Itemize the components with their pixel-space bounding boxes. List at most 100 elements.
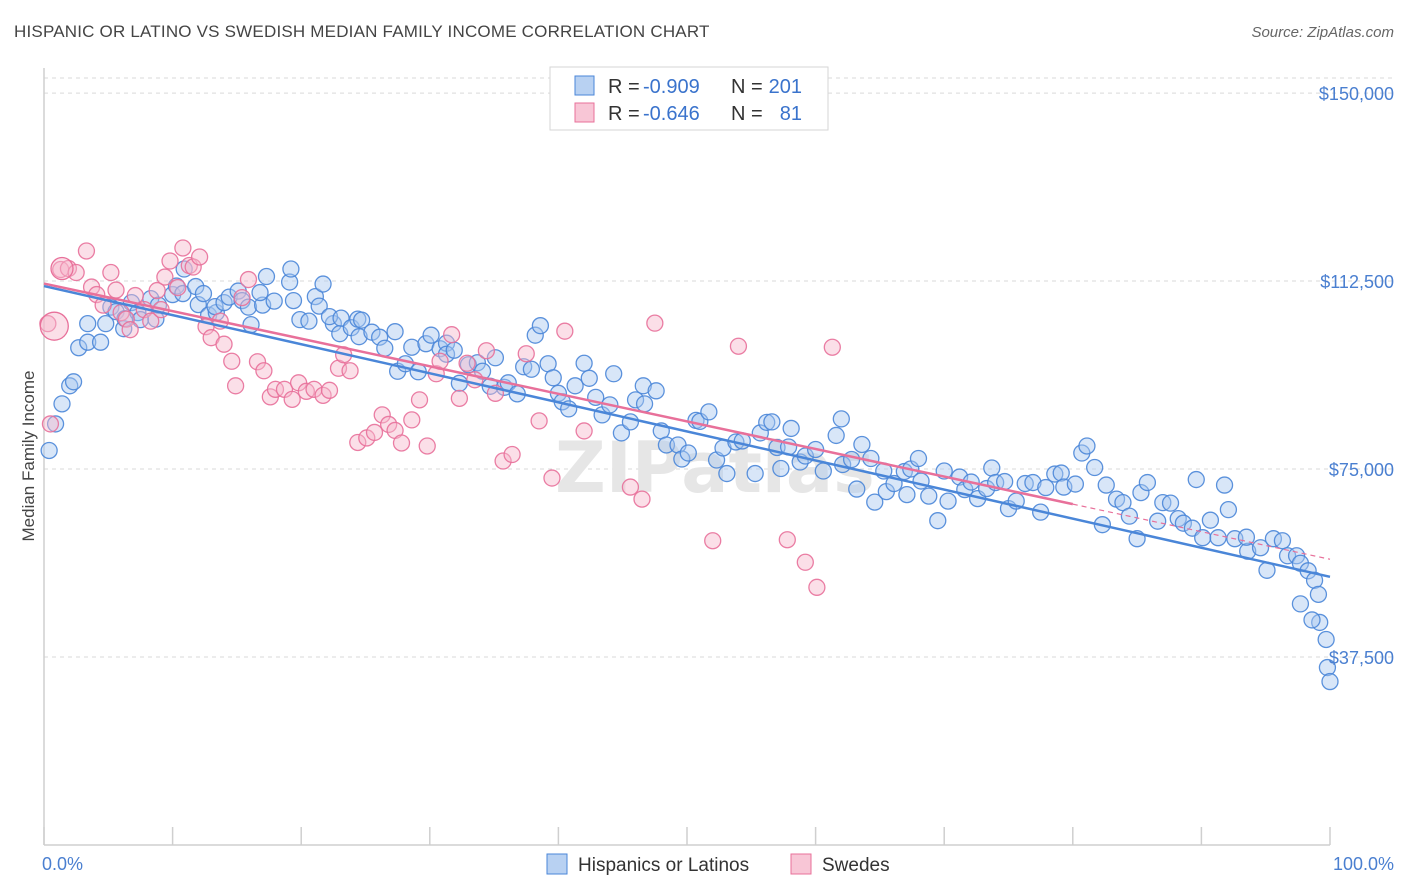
y-tick-label: $150,000 [1319, 84, 1394, 104]
data-point [310, 297, 328, 315]
data-point [522, 360, 541, 378]
data-point [808, 578, 826, 596]
data-point [486, 349, 505, 367]
legend-n-label-2: N = [731, 103, 763, 125]
data-point [782, 419, 800, 438]
data-point [410, 391, 429, 409]
data-point [626, 391, 645, 409]
legend-n-value-1: 201 [769, 76, 802, 98]
data-point [376, 339, 394, 357]
data-point [248, 353, 267, 371]
data-point [1278, 547, 1297, 565]
trend-line-swedes-extrapolated [1072, 503, 1331, 560]
data-point [386, 323, 404, 341]
data-point [314, 275, 332, 293]
data-point [392, 434, 411, 452]
bottom-legend: Hispanics or Latinos Swedes [546, 853, 890, 876]
data-point [220, 288, 238, 306]
legend-r-value-1: -0.909 [643, 76, 700, 98]
data-point [517, 345, 535, 363]
data-point [909, 449, 928, 468]
data-point [257, 267, 276, 286]
trend-line-hispanics [43, 284, 1331, 579]
trend-lines [43, 282, 1331, 579]
data-point [575, 422, 593, 440]
x-tick-label-min: 0.0% [42, 854, 83, 874]
y-tick-label: $112,500 [1320, 272, 1394, 292]
data-point [580, 369, 598, 387]
data-point [543, 469, 561, 487]
data-point [530, 412, 548, 430]
data-point [403, 338, 421, 356]
data-point [746, 464, 764, 483]
data-point [778, 531, 796, 549]
data-point [1273, 532, 1292, 550]
data-point [320, 381, 339, 399]
data-point [341, 362, 359, 380]
data-point [679, 444, 697, 462]
data-point [556, 322, 574, 340]
data-point [226, 377, 245, 395]
y-tick-label: $37,500 [1329, 648, 1394, 668]
data-point [1097, 476, 1115, 494]
data-point [283, 390, 301, 409]
data-point [53, 395, 71, 413]
data-point [772, 459, 790, 478]
data-point [445, 341, 463, 359]
data-point [223, 352, 241, 370]
data-point [450, 389, 469, 408]
data-point [544, 369, 562, 387]
data-point [1219, 500, 1238, 519]
data-point [1237, 528, 1256, 546]
x-tick-label-max: 100.0% [1333, 854, 1394, 874]
data-point [67, 263, 85, 282]
data-point [566, 377, 584, 395]
data-point [352, 311, 371, 329]
legend-swatch-pink [574, 102, 595, 123]
data-point [148, 281, 166, 300]
data-point [107, 281, 125, 299]
data-point [1138, 473, 1157, 492]
data-point [531, 317, 550, 335]
data-point [848, 480, 866, 498]
data-point [796, 553, 814, 571]
x-tick-marks [43, 827, 1331, 845]
data-point [1066, 475, 1085, 493]
data-point [477, 342, 496, 360]
gridlines [44, 77, 1394, 658]
data-point [77, 242, 96, 260]
data-point [190, 248, 209, 266]
data-point [700, 403, 718, 421]
data-point-large [39, 311, 69, 341]
chart-title: HISPANIC OR LATINO VS SWEDISH MEDIAN FAM… [14, 22, 710, 41]
data-point [763, 413, 781, 431]
data-point [832, 410, 850, 428]
data-point [280, 273, 299, 291]
data-point [1317, 630, 1335, 649]
data-point [418, 437, 436, 455]
data-point [1194, 529, 1212, 547]
y-tick-label: $75,000 [1329, 460, 1394, 480]
data-point [370, 328, 389, 346]
data-point [646, 314, 664, 332]
data-point [251, 283, 269, 302]
legend-box: R = -0.909 N = 201 R = -0.646 N = 81 [549, 66, 829, 131]
data-point [239, 298, 258, 316]
data-point [306, 287, 324, 306]
data-point [266, 380, 285, 398]
bottom-legend-label-pink: Swedes [822, 855, 890, 876]
data-point [1215, 476, 1234, 494]
legend-swatch-blue [574, 75, 595, 96]
data-point [920, 487, 938, 505]
legend-r-label-2: R = [608, 103, 640, 125]
data-point [365, 423, 384, 442]
data-point [827, 426, 845, 445]
data-point [189, 295, 207, 314]
data-point [161, 252, 179, 270]
data-point [853, 435, 871, 454]
data-point [1078, 437, 1096, 455]
data-point [437, 345, 456, 363]
data-point [1161, 494, 1180, 512]
data-point [169, 278, 187, 297]
